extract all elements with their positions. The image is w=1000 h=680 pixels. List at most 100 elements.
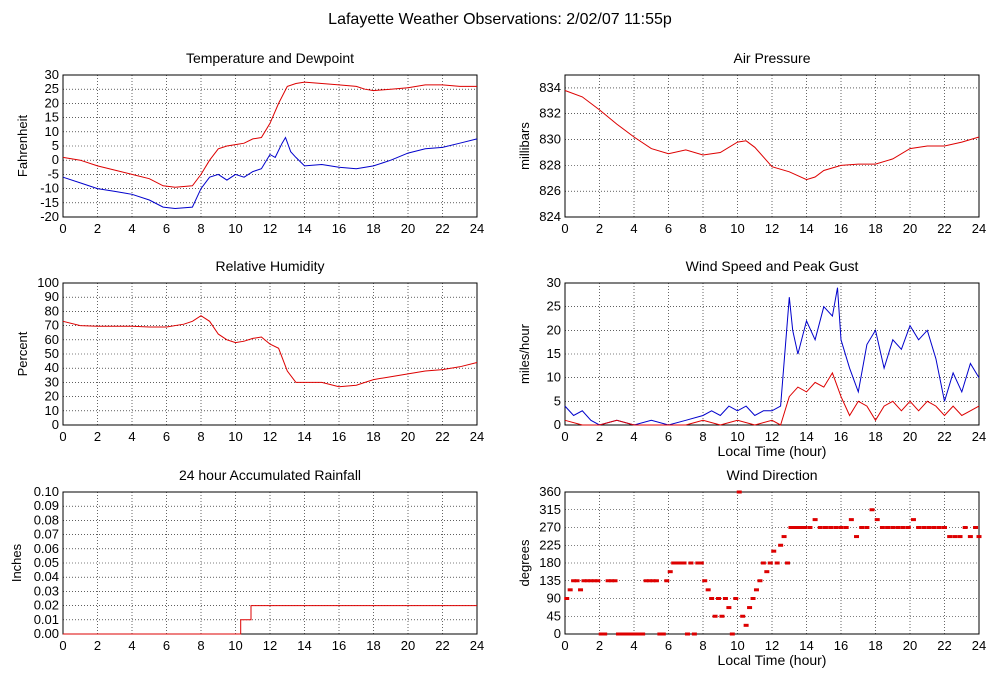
y-axis-label: Fahrenheit: [15, 115, 30, 178]
y-tick-label: 10: [547, 370, 561, 385]
wind-direction-point: [609, 579, 615, 583]
grid: [62, 282, 478, 426]
grid: [564, 75, 980, 218]
x-tick-label: 12: [263, 429, 277, 444]
x-tick-label: 6: [665, 638, 672, 653]
plot-frame: [564, 74, 980, 218]
wind-direction-point: [936, 526, 942, 529]
wind-direction-point: [848, 518, 854, 522]
x-tick-label: 16: [332, 638, 346, 653]
x-tick-label: 10: [730, 221, 744, 236]
x-tick-label: 16: [332, 429, 346, 444]
wind-direction-point: [957, 535, 963, 539]
wind-direction-point: [750, 597, 756, 600]
wind-direction-point: [681, 561, 687, 565]
wind-direction-point: [653, 579, 659, 583]
grid: [62, 491, 478, 635]
chart-title: Temperature and Dewpoint: [186, 50, 354, 66]
wind-direction-point: [702, 579, 708, 583]
x-tick-label: 4: [128, 429, 135, 444]
y-tick-label: 5: [554, 393, 561, 408]
x-tick-label: 16: [834, 221, 848, 236]
wind-direction-point: [578, 588, 584, 592]
wind-direction-point: [581, 579, 587, 583]
y-tick-label: -10: [40, 181, 59, 196]
x-tick-label: 18: [868, 429, 882, 444]
x-tick-label: 16: [834, 638, 848, 653]
y-tick-label: 0.05: [34, 555, 59, 570]
wind-direction-point: [657, 632, 663, 636]
x-tick-label: 22: [937, 221, 951, 236]
x-tick-label: 12: [765, 221, 779, 236]
wind-direction-point: [910, 518, 916, 522]
x-tick-label: 2: [94, 429, 101, 444]
wind-direction-point: [874, 518, 880, 522]
x-tick-label: 2: [596, 429, 603, 444]
wind-direction-point: [567, 588, 573, 592]
wind-direction-point: [574, 579, 580, 583]
x-tick-label: 14: [297, 429, 311, 444]
wind-direction-point: [976, 535, 982, 539]
wind-direction-point: [967, 535, 973, 539]
x-tick-label: 20: [401, 638, 415, 653]
y-tick-label: 0.03: [34, 583, 59, 598]
wind-direction-point: [584, 579, 590, 583]
y-tick-label: 100: [37, 275, 59, 290]
y-tick-label: 0.07: [34, 527, 59, 542]
wind-direction-point: [869, 508, 875, 512]
x-tick-label: 10: [228, 638, 242, 653]
wind-direction-point: [817, 526, 823, 529]
y-tick-label: 360: [539, 484, 561, 499]
y-tick-label: 0.08: [34, 512, 59, 527]
x-tick-label: 8: [197, 429, 204, 444]
plot-frame: [62, 491, 478, 635]
y-tick-label: 0: [554, 626, 561, 641]
wind-direction-point: [688, 561, 694, 565]
wind-direction-point: [864, 526, 870, 529]
x-tick-label: 24: [470, 638, 484, 653]
wind-direction-point: [843, 526, 849, 529]
x-tick-label: 2: [94, 221, 101, 236]
x-tick-label: 20: [903, 221, 917, 236]
y-tick-label: 0.02: [34, 598, 59, 613]
y-tick-label: 45: [547, 608, 561, 623]
wind-direction-point: [743, 623, 749, 627]
y-axis-label: millibars: [517, 122, 532, 170]
wind-direction-point: [747, 606, 753, 610]
y-tick-label: 70: [45, 318, 59, 333]
wind-direction-point: [788, 526, 794, 529]
wind-direction-point: [942, 526, 947, 529]
wind-direction-point: [640, 632, 646, 636]
x-tick-label: 14: [799, 429, 813, 444]
wind-direction-point: [947, 535, 953, 539]
x-tick-label: 22: [435, 638, 449, 653]
x-tick-label: 6: [665, 221, 672, 236]
wind-direction-point: [709, 597, 715, 600]
wind-direction-point: [595, 579, 601, 583]
wind-direction-point: [636, 632, 642, 636]
wind-direction-point: [931, 526, 937, 529]
y-tick-label: 828: [539, 157, 561, 172]
chart-title: 24 hour Accumulated Rainfall: [179, 467, 361, 483]
wind-direction-point: [890, 526, 896, 529]
wind-direction-point: [719, 614, 725, 618]
x-tick-label: 8: [699, 429, 706, 444]
x-tick-label: 8: [197, 221, 204, 236]
x-tick-label: 0: [561, 638, 568, 653]
wind-direction-point: [838, 526, 844, 529]
wind-direction-point: [598, 632, 604, 636]
wind-direction-point: [564, 597, 570, 600]
wind-direction-point: [753, 588, 759, 592]
chart-title: Wind Speed and Peak Gust: [686, 258, 859, 274]
x-axis-label: Local Time (hour): [718, 652, 827, 668]
y-tick-label: 0.09: [34, 498, 59, 513]
wind-direction-point: [740, 614, 746, 618]
x-tick-label: 22: [435, 429, 449, 444]
wind-direction-point: [605, 579, 611, 583]
y-tick-label: 0.04: [34, 569, 59, 584]
wind-direction-point: [879, 526, 885, 529]
x-tick-label: 24: [972, 429, 986, 444]
